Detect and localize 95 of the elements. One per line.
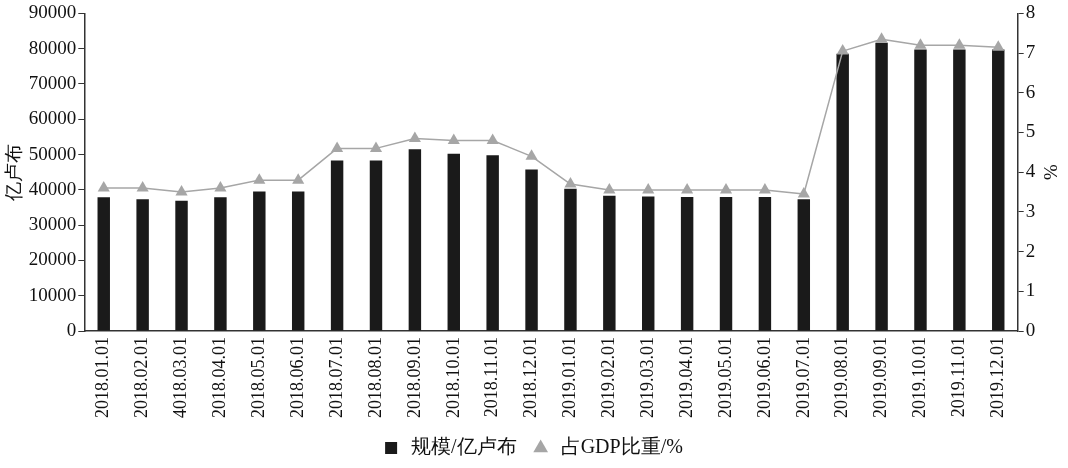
point — [292, 173, 305, 184]
bar — [408, 149, 422, 331]
y2-tick-label: 3 — [1025, 199, 1036, 221]
point — [136, 181, 149, 192]
point — [408, 131, 421, 142]
x-tick-label: 4018.03.01 — [170, 337, 191, 418]
x-tick-label: 2019.10.01 — [909, 337, 930, 418]
x-tick-label: 2018.09.01 — [403, 337, 424, 418]
bar — [330, 160, 344, 331]
bar — [175, 200, 188, 331]
y-tick-label: 90000 — [28, 1, 77, 23]
y-tick-label: 40000 — [28, 177, 77, 199]
point — [447, 133, 460, 144]
y2-tick-label: 5 — [1025, 120, 1036, 142]
x-tick-label: 2019.04.01 — [675, 337, 696, 418]
bar — [525, 169, 538, 331]
y-tick-label: 50000 — [28, 142, 77, 164]
x-tick-label: 2018.11.01 — [481, 337, 502, 418]
legend-label: 规模/亿卢布 — [411, 435, 517, 458]
point — [719, 183, 733, 194]
bar — [719, 196, 733, 331]
y2-tick-label: 8 — [1025, 1, 1036, 23]
bar — [992, 49, 1005, 331]
point — [331, 141, 344, 152]
y2-tick-label: 6 — [1025, 80, 1036, 102]
point — [681, 183, 694, 194]
y2-tick-label: 4 — [1025, 160, 1036, 182]
x-tick-label: 2019.09.01 — [870, 337, 891, 418]
y2-axis-title: % — [1039, 164, 1061, 181]
point — [836, 44, 849, 55]
x-tick-label: 2018.06.01 — [286, 337, 307, 418]
point — [758, 183, 771, 194]
legend-label: 占GDP比重/% — [560, 435, 683, 458]
y-tick-label: 30000 — [28, 213, 77, 235]
y2-tick-label: 1 — [1025, 279, 1036, 301]
bar — [758, 196, 772, 331]
point — [603, 183, 616, 194]
x-tick-label: 2018.04.01 — [209, 337, 230, 418]
y-axis-title: 亿卢布 — [3, 143, 25, 202]
point — [564, 177, 577, 188]
y2-tick-label: 7 — [1025, 41, 1036, 63]
bar — [642, 196, 655, 331]
x-tick-label: 2019.08.01 — [831, 337, 852, 418]
y-tick-label: 0 — [66, 318, 77, 340]
point — [253, 173, 266, 184]
point — [992, 40, 1005, 51]
x-tick-label: 2018.10.01 — [442, 337, 463, 418]
bar — [603, 195, 616, 331]
bar — [97, 197, 110, 331]
point — [175, 185, 188, 196]
bar — [291, 191, 305, 331]
x-tick-label: 2018.05.01 — [248, 337, 269, 418]
bar — [680, 196, 694, 331]
bar — [214, 197, 227, 331]
y-tick-label: 70000 — [28, 71, 77, 93]
bar — [836, 53, 849, 331]
x-tick-label: 2019.02.01 — [598, 337, 619, 418]
bar — [953, 49, 966, 331]
x-tick-label: 2018.08.01 — [364, 337, 385, 418]
x-tick-label: 2019.07.01 — [792, 337, 813, 418]
point — [642, 183, 655, 194]
point — [214, 181, 227, 192]
y-tick-label: 60000 — [28, 107, 77, 129]
bar — [447, 153, 460, 331]
point — [914, 38, 927, 49]
bar — [564, 188, 577, 331]
point — [486, 133, 499, 144]
y2-tick-label: 2 — [1025, 239, 1036, 261]
bar — [369, 160, 383, 331]
x-tick-label: 2018.07.01 — [325, 337, 346, 418]
bar — [486, 155, 499, 331]
point — [875, 32, 888, 43]
y-tick-label: 10000 — [28, 283, 77, 305]
point — [369, 141, 383, 152]
bar — [914, 49, 927, 331]
x-tick-label: 2018.12.01 — [520, 337, 541, 418]
y2-tick-label: 0 — [1025, 318, 1036, 340]
point — [97, 181, 110, 192]
x-tick-label: 2018.01.01 — [92, 337, 113, 418]
point — [953, 38, 966, 49]
x-tick-label: 2019.03.01 — [636, 337, 657, 418]
x-tick-label: 2019.12.01 — [986, 337, 1007, 418]
bar — [253, 191, 266, 331]
x-tick-label: 2019.05.01 — [714, 337, 735, 418]
x-tick-label: 2019.06.01 — [753, 337, 774, 418]
x-tick-label: 2018.02.01 — [131, 337, 152, 418]
y-tick-label: 20000 — [28, 248, 77, 270]
bar — [797, 199, 811, 331]
x-tick-label: 2019.11.01 — [948, 337, 969, 418]
point — [797, 187, 810, 198]
bar — [136, 199, 149, 331]
bar — [875, 42, 888, 331]
point — [525, 149, 538, 160]
x-tick-label: 2019.01.01 — [559, 337, 580, 418]
y-tick-label: 80000 — [28, 36, 77, 58]
